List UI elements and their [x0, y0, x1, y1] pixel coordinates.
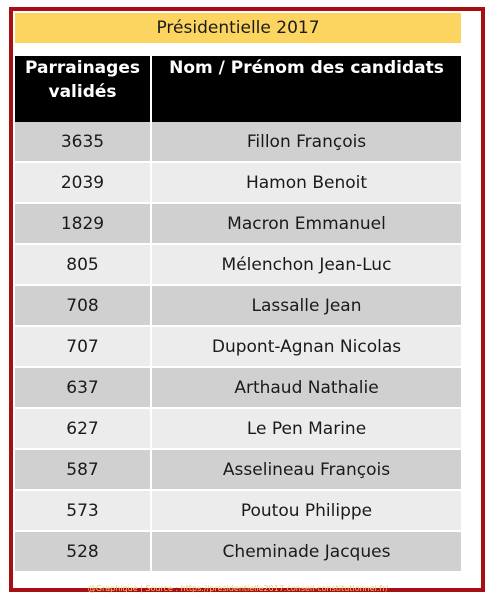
source-credit: @Graphique | Source : https://presidenti… — [87, 584, 389, 593]
candidate-name-cell: Macron Emmanuel — [151, 203, 461, 245]
votes-cell: 573 — [15, 490, 152, 532]
candidate-name-cell: Mélenchon Jean-Luc — [151, 244, 461, 286]
votes-cell: 528 — [15, 531, 152, 573]
candidate-name-cell: Dupont-Agnan Nicolas — [151, 326, 461, 368]
table-title: Présidentielle 2017 — [15, 13, 461, 43]
votes-cell: 708 — [15, 285, 152, 327]
candidate-name-cell: Arthaud Nathalie — [151, 367, 461, 409]
table-row: 707 Dupont-Agnan Nicolas — [15, 326, 461, 368]
candidate-name-cell: Poutou Philippe — [151, 490, 461, 532]
header-row: Parrainages validés Nom / Prénom des cand… — [15, 56, 461, 122]
candidates-table: Parrainages validés Nom / Prénom des cand… — [15, 56, 461, 573]
table-row: 1829 Macron Emmanuel — [15, 203, 461, 245]
table-row: 587 Asselineau François — [15, 449, 461, 491]
votes-cell: 587 — [15, 449, 152, 491]
candidate-name-cell: Cheminade Jacques — [151, 531, 461, 573]
table-row: 528 Cheminade Jacques — [15, 531, 461, 573]
header-votes: Parrainages validés — [15, 56, 152, 122]
candidate-name-cell: Lassalle Jean — [151, 285, 461, 327]
table-row: 2039 Hamon Benoit — [15, 162, 461, 204]
votes-cell: 1829 — [15, 203, 152, 245]
votes-cell: 627 — [15, 408, 152, 450]
candidate-name-cell: Fillon François — [151, 122, 461, 163]
votes-cell: 2039 — [15, 162, 152, 204]
table-row: 805 Mélenchon Jean-Luc — [15, 244, 461, 286]
table-row: 637 Arthaud Nathalie — [15, 367, 461, 409]
votes-cell: 3635 — [15, 122, 152, 163]
table-row: 627 Le Pen Marine — [15, 408, 461, 450]
header-name: Nom / Prénom des candidats — [151, 56, 461, 122]
votes-cell: 805 — [15, 244, 152, 286]
votes-cell: 637 — [15, 367, 152, 409]
votes-cell: 707 — [15, 326, 152, 368]
table-row: 573 Poutou Philippe — [15, 490, 461, 532]
table-row: 708 Lassalle Jean — [15, 285, 461, 327]
table-row: 3635 Fillon François — [15, 122, 461, 163]
candidate-name-cell: Hamon Benoit — [151, 162, 461, 204]
candidate-name-cell: Asselineau François — [151, 449, 461, 491]
candidate-name-cell: Le Pen Marine — [151, 408, 461, 450]
